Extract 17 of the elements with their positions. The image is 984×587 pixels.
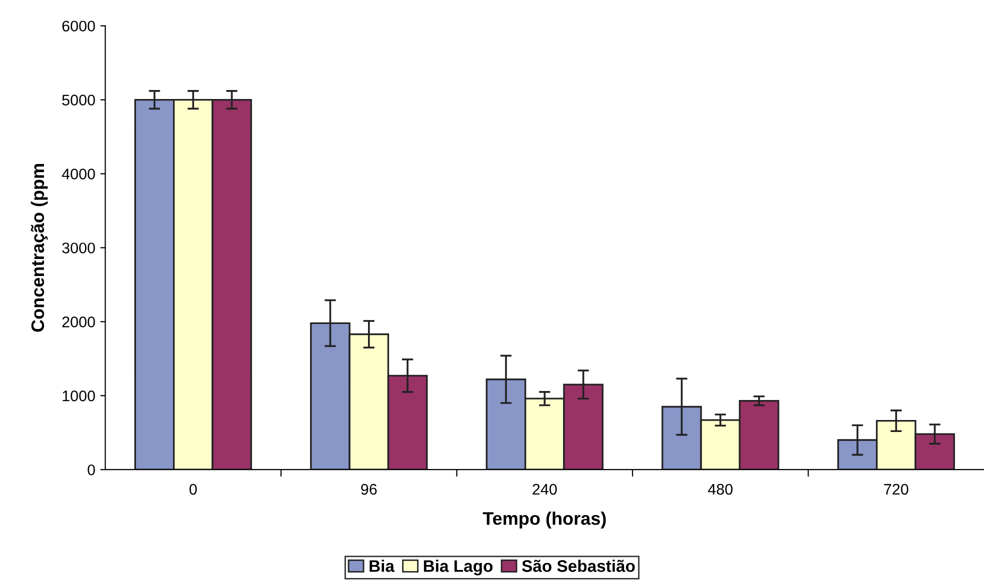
y-tick-label: 6000	[62, 20, 95, 32]
y-tick-label: 3000	[62, 242, 95, 254]
x-axis-title: Tempo (horas)	[482, 512, 606, 528]
y-tick-label: 2000	[62, 316, 95, 328]
x-tick-label: 240	[532, 484, 557, 495]
legend-label: Bia	[370, 560, 395, 572]
x-tick-label: 480	[708, 484, 733, 495]
x-tick-label: 96	[361, 484, 377, 495]
y-tick-label: 0	[88, 464, 95, 476]
x-tick-label: 0	[190, 484, 197, 495]
y-tick-label: 5000	[62, 94, 95, 106]
legend-label: São Sebastião	[522, 560, 635, 572]
y-axis-title: Concentração (ppm	[30, 164, 48, 332]
x-tick-label: 720	[884, 484, 908, 495]
y-tick-label: 1000	[62, 390, 95, 402]
legend-label: Bia Lago	[424, 560, 493, 576]
y-tick-label: 4000	[62, 168, 95, 180]
